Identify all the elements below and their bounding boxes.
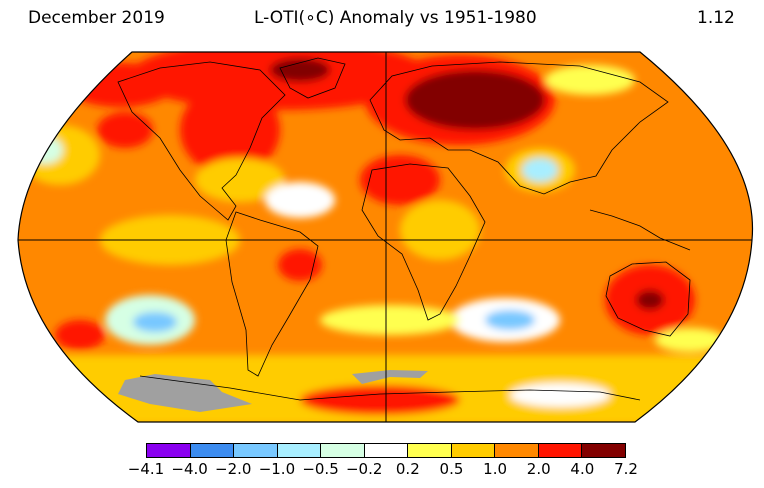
colorbar-labels: −4.1 −4.0 −2.0 −1.0 −0.5 −0.2 0.2 0.5 1.0 2.0 4.0 7… xyxy=(0,460,764,482)
field-siberia-hot xyxy=(405,70,545,130)
colorbar-bin-5 xyxy=(364,444,409,457)
field-alaska-warm xyxy=(65,63,175,107)
anomaly-map xyxy=(17,51,754,423)
colorbar-tick-label: −1.0 xyxy=(258,460,296,478)
coastline-north-america xyxy=(117,61,286,221)
colorbar-bin-8 xyxy=(495,444,539,457)
no-data-area-west xyxy=(118,374,252,412)
field-mediterranean-warm xyxy=(360,155,440,205)
field-antarctic-warm xyxy=(300,385,460,415)
field-npacific-warm xyxy=(97,112,153,148)
coastline-antarctica xyxy=(139,375,641,401)
colorbar-tick-label: 0.5 xyxy=(439,460,464,478)
field-antarctic-neutral xyxy=(510,383,610,407)
field-south-atlantic-mild xyxy=(320,305,460,335)
coastline-africa xyxy=(361,163,486,321)
colorbar-tick-label: −0.5 xyxy=(302,460,339,478)
colorbar-tick-label: 4.0 xyxy=(570,460,595,478)
map-title: L-OTI(∘C) Anomaly vs 1951-1980 xyxy=(254,8,537,28)
colorbar-tick-label: 2.0 xyxy=(526,460,551,478)
coastline-south-america xyxy=(225,211,319,377)
anomaly-field xyxy=(18,52,753,422)
field-south-pacific-cold xyxy=(133,312,177,332)
colorbar-tick-label: −0.2 xyxy=(345,460,383,478)
colorbar-bin-4 xyxy=(321,444,365,457)
field-africa-mild xyxy=(400,200,480,260)
coastline-greenland xyxy=(279,57,346,99)
global-mean-value: 1.12 xyxy=(697,8,735,28)
colorbar-bin-2 xyxy=(234,444,278,457)
month-label: December 2019 xyxy=(28,8,165,28)
colorbar-tick-label: −2.0 xyxy=(215,460,252,478)
colorbar-tick-label: −4.1 xyxy=(127,460,165,478)
coastline-australia xyxy=(605,261,691,337)
colorbar-bin-1 xyxy=(190,444,235,457)
colorbar xyxy=(146,443,626,458)
colorbar-bin-7 xyxy=(451,444,496,457)
coastlines xyxy=(117,57,691,401)
colorbar-bin-6 xyxy=(408,444,452,457)
coastline-indonesia xyxy=(589,209,691,251)
colorbar-tick-label: 1.0 xyxy=(483,460,508,478)
field-central-asia-cool xyxy=(522,158,558,182)
field-australia-hot xyxy=(636,290,664,310)
field-south-indian-cold xyxy=(485,310,535,330)
colorbar-bin-3 xyxy=(277,444,322,457)
field-npacific-cool xyxy=(27,136,63,164)
coastline-eurasia xyxy=(369,61,669,195)
field-tasman-mild xyxy=(655,328,725,352)
no-data-area-east xyxy=(352,370,428,384)
colorbar-tick-label: −4.0 xyxy=(171,460,208,478)
colorbar-bin-10 xyxy=(582,444,626,457)
field-usa-mild xyxy=(195,158,285,202)
field-southeast-pacific-warm xyxy=(55,320,105,350)
field-brazil-warm xyxy=(278,249,322,281)
colorbar-bin-9 xyxy=(538,444,583,457)
colorbar-tick-label: 0.2 xyxy=(395,460,420,478)
colorbar-bin-0 xyxy=(147,444,191,457)
field-north-america-warm xyxy=(180,85,280,175)
field-greenland-hot xyxy=(270,58,330,82)
field-east-siberia-mild xyxy=(545,65,635,95)
colorbar-tick-label: 7.2 xyxy=(614,460,638,478)
field-atlantic-neutral xyxy=(265,182,335,218)
